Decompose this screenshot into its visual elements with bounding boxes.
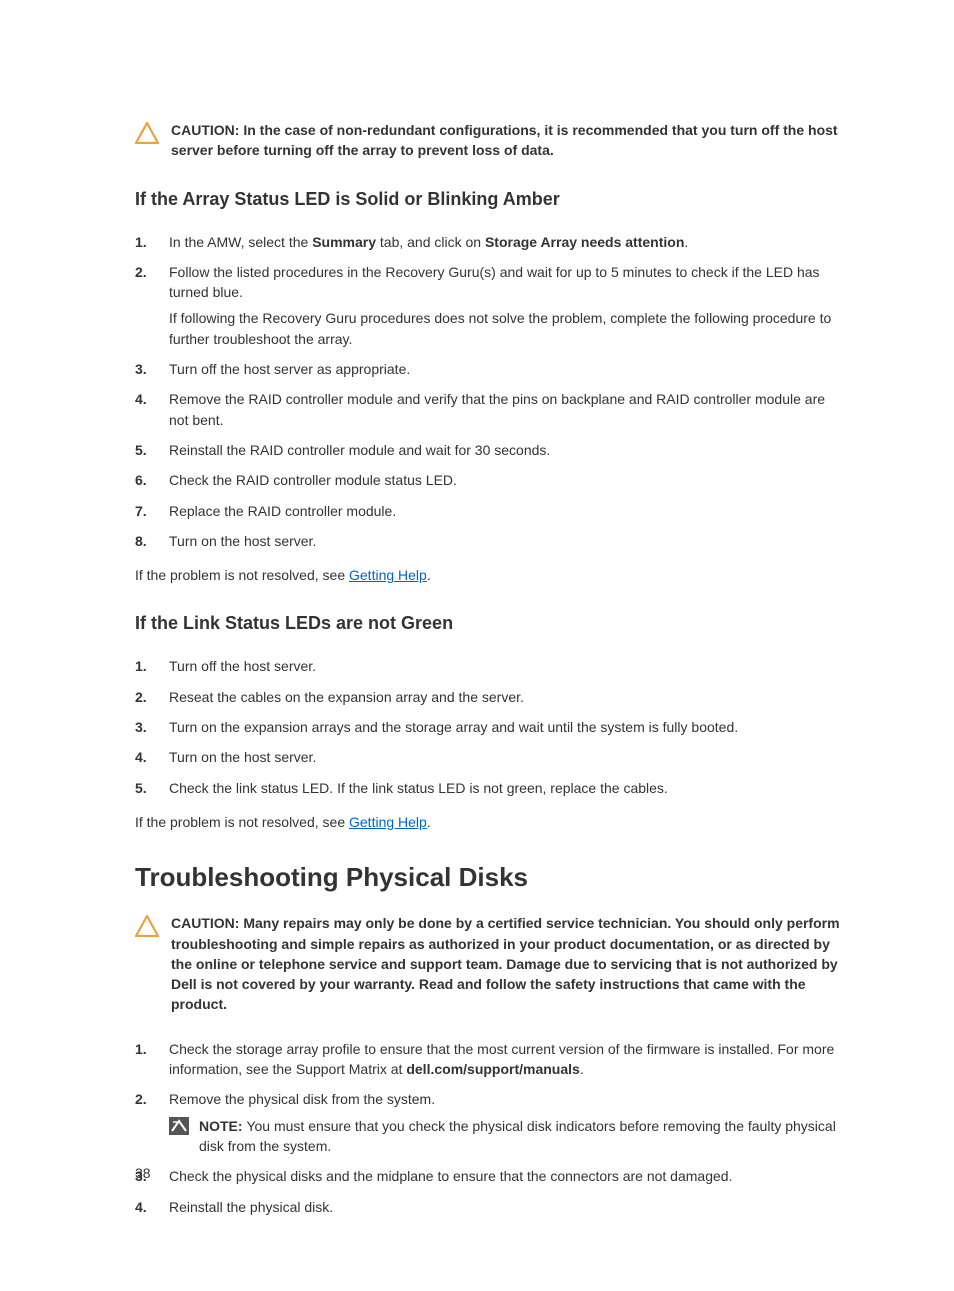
section2-after-text: If the problem is not resolved, see Gett…: [135, 812, 844, 832]
document-page: CAUTION: In the case of non-redundant co…: [0, 0, 954, 1291]
page-number: 38: [135, 1165, 151, 1181]
step-body: Turn on the expansion arrays and the sto…: [169, 717, 844, 737]
after-text-prefix: If the problem is not resolved, see: [135, 567, 349, 583]
note-text: NOTE: You must ensure that you check the…: [199, 1116, 844, 1157]
caution-label: CAUTION:: [171, 915, 243, 931]
step-body: Turn off the host server as appropriate.: [169, 359, 844, 379]
note-icon: [169, 1117, 189, 1140]
caution-label: CAUTION:: [171, 122, 243, 138]
step-body: Check the RAID controller module status …: [169, 470, 844, 490]
step-number: 1.: [135, 232, 169, 252]
steps-list-array-status: 1.In the AMW, select the Summary tab, an…: [135, 232, 844, 552]
step-item: 6.Check the RAID controller module statu…: [135, 470, 844, 490]
caution-body: Many repairs may only be done by a certi…: [171, 915, 840, 1012]
step-number: 5.: [135, 778, 169, 798]
step-item: 5.Reinstall the RAID controller module a…: [135, 440, 844, 460]
step-item: 4.Turn on the host server.: [135, 747, 844, 767]
caution-icon: [135, 915, 159, 942]
step-body: Turn on the host server.: [169, 747, 844, 767]
step-item: 1.Check the storage array profile to ens…: [135, 1039, 844, 1080]
step-item: 1.Turn off the host server.: [135, 656, 844, 676]
caution-block: CAUTION: In the case of non-redundant co…: [135, 120, 844, 161]
step-body: Remove the physical disk from the system…: [169, 1089, 844, 1156]
step-body: Check the storage array profile to ensur…: [169, 1039, 844, 1080]
major-heading-physical-disks: Troubleshooting Physical Disks: [135, 862, 844, 893]
after-text-prefix: If the problem is not resolved, see: [135, 814, 349, 830]
step-body: Remove the RAID controller module and ve…: [169, 389, 844, 430]
step-item: 4.Reinstall the physical disk.: [135, 1197, 844, 1217]
step-number: 3.: [135, 359, 169, 379]
step-item: 8.Turn on the host server.: [135, 531, 844, 551]
section-heading-array-status: If the Array Status LED is Solid or Blin…: [135, 189, 844, 210]
step-body: Replace the RAID controller module.: [169, 501, 844, 521]
step-body: Check the link status LED. If the link s…: [169, 778, 844, 798]
step-body: Follow the listed procedures in the Reco…: [169, 262, 844, 349]
step-body: Reinstall the physical disk.: [169, 1197, 844, 1217]
step-number: 1.: [135, 1039, 169, 1059]
note-block: NOTE: You must ensure that you check the…: [169, 1116, 844, 1157]
section-heading-link-status: If the Link Status LEDs are not Green: [135, 613, 844, 634]
step-body: Reinstall the RAID controller module and…: [169, 440, 844, 460]
caution-block: CAUTION: Many repairs may only be done b…: [135, 913, 844, 1014]
steps-list-physical-disks: 1.Check the storage array profile to ens…: [135, 1039, 844, 1217]
getting-help-link[interactable]: Getting Help: [349, 814, 427, 830]
caution-text: CAUTION: In the case of non-redundant co…: [171, 120, 844, 161]
step-number: 2.: [135, 262, 169, 282]
step-item: 2.Remove the physical disk from the syst…: [135, 1089, 844, 1156]
step-number: 7.: [135, 501, 169, 521]
step-item: 3.Turn on the expansion arrays and the s…: [135, 717, 844, 737]
step-number: 2.: [135, 687, 169, 707]
step-number: 4.: [135, 747, 169, 767]
step-body: Reseat the cables on the expansion array…: [169, 687, 844, 707]
step-body: Turn on the host server.: [169, 531, 844, 551]
after-text-suffix: .: [427, 567, 431, 583]
step-number: 2.: [135, 1089, 169, 1109]
step-item: 2.Reseat the cables on the expansion arr…: [135, 687, 844, 707]
caution-text: CAUTION: Many repairs may only be done b…: [171, 913, 844, 1014]
step-item: 7.Replace the RAID controller module.: [135, 501, 844, 521]
step-item: 3.Turn off the host server as appropriat…: [135, 359, 844, 379]
step-number: 4.: [135, 1197, 169, 1217]
step-item: 4.Remove the RAID controller module and …: [135, 389, 844, 430]
section1-after-text: If the problem is not resolved, see Gett…: [135, 565, 844, 585]
step-number: 8.: [135, 531, 169, 551]
steps-list-link-status: 1.Turn off the host server.2.Reseat the …: [135, 656, 844, 797]
step-item: 2.Follow the listed procedures in the Re…: [135, 262, 844, 349]
step-item: 3.Check the physical disks and the midpl…: [135, 1166, 844, 1186]
step-number: 4.: [135, 389, 169, 409]
step-item: 1.In the AMW, select the Summary tab, an…: [135, 232, 844, 252]
after-text-suffix: .: [427, 814, 431, 830]
caution-body: In the case of non-redundant configurati…: [171, 122, 838, 158]
step-body: Turn off the host server.: [169, 656, 844, 676]
step-body: Check the physical disks and the midplan…: [169, 1166, 844, 1186]
step-number: 5.: [135, 440, 169, 460]
step-item: 5.Check the link status LED. If the link…: [135, 778, 844, 798]
step-body: In the AMW, select the Summary tab, and …: [169, 232, 844, 252]
step-number: 1.: [135, 656, 169, 676]
getting-help-link[interactable]: Getting Help: [349, 567, 427, 583]
step-number: 3.: [135, 717, 169, 737]
caution-icon: [135, 122, 159, 149]
step-number: 6.: [135, 470, 169, 490]
